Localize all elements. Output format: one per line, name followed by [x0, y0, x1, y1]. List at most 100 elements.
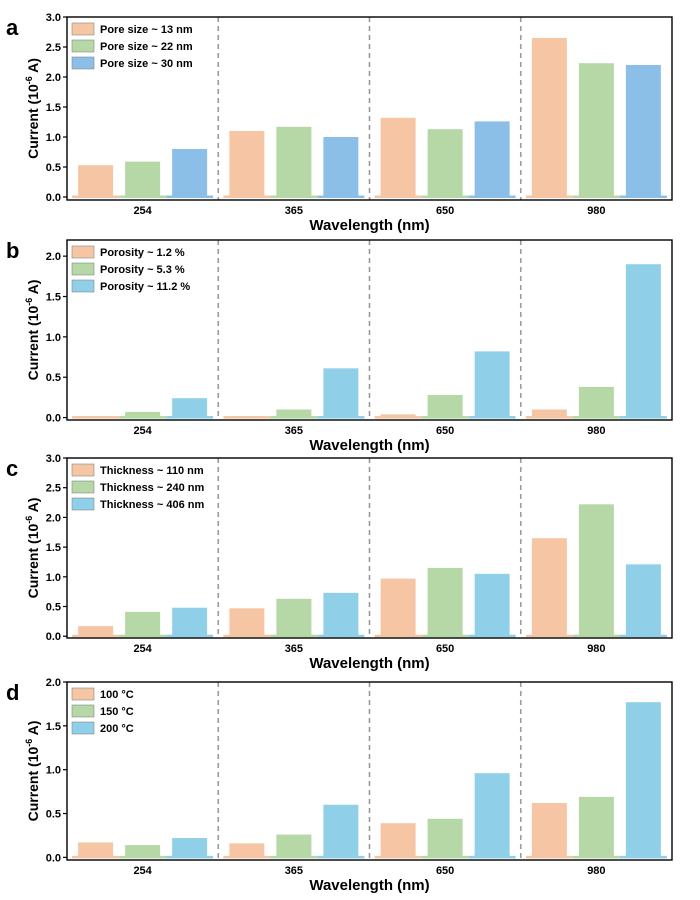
bar [276, 834, 312, 858]
bar [474, 121, 510, 197]
bar [229, 131, 265, 197]
x-tick-label: 365 [285, 425, 303, 437]
bar [125, 845, 161, 858]
bar [427, 567, 463, 637]
y-axis-label-superscript: -6 [24, 76, 34, 84]
bar [172, 398, 208, 418]
x-tick-label: 650 [436, 643, 454, 655]
legend-label: 100 °C [100, 689, 134, 701]
bar [380, 823, 416, 858]
bar [474, 351, 510, 418]
y-tick-label: 0.5 [46, 602, 61, 614]
x-tick-label: 980 [587, 205, 605, 217]
bar [578, 63, 614, 198]
y-axis-label-superscript: -6 [24, 298, 34, 306]
y-tick-label: 2.0 [46, 251, 61, 263]
bar [380, 414, 416, 418]
bar [578, 796, 614, 858]
y-tick-label: 3.0 [46, 12, 61, 24]
legend-swatch [71, 497, 95, 511]
bar [78, 416, 114, 418]
bar [380, 117, 416, 197]
bar [172, 149, 208, 197]
bar [380, 578, 416, 637]
y-axis-label-unit: A) [25, 721, 41, 739]
x-tick-label: 980 [587, 425, 605, 437]
bar [125, 611, 161, 637]
y-tick-label: 1.0 [46, 765, 61, 777]
x-axis-label: Wavelength (nm) [309, 655, 429, 672]
y-axis-label: Current (10-6 A) [24, 721, 41, 822]
bar [427, 818, 463, 858]
legend-swatch [71, 687, 95, 701]
y-tick-label: 1.5 [46, 292, 61, 304]
legend-swatch [71, 22, 95, 36]
bar [172, 607, 208, 637]
y-tick-label: 3.0 [46, 453, 61, 465]
bar [323, 137, 359, 197]
bar [531, 38, 567, 197]
x-axis-label: Wavelength (nm) [309, 217, 429, 234]
x-tick-label: 254 [133, 643, 152, 655]
panel-b: 0.0 0.5 1.0 1.5 2.0 254 365 650 980 Wavelength (n… [6, 238, 673, 454]
bar [229, 608, 265, 637]
x-tick-label: 254 [133, 205, 152, 217]
bar [427, 129, 463, 197]
y-tick-label: 0.0 [46, 413, 61, 425]
panel-letter: a [6, 15, 19, 40]
legend-label: Thickness ~ 406 nm [100, 499, 204, 511]
y-tick-label: 2.0 [46, 72, 61, 84]
y-axis-label: Current (10-6 A) [24, 498, 41, 599]
x-tick-label: 650 [436, 865, 454, 877]
y-tick-label: 0.5 [46, 162, 61, 174]
y-axis-label-unit: A) [25, 280, 41, 298]
bar [625, 702, 661, 858]
bar [474, 573, 510, 637]
x-tick-label: 980 [587, 643, 605, 655]
bar [578, 504, 614, 637]
y-tick-label: 1.0 [46, 572, 61, 584]
y-axis-label-base: Current (10 [25, 747, 41, 822]
y-tick-label: 2.5 [46, 42, 61, 54]
y-tick-label: 2.0 [46, 677, 61, 689]
bar [625, 564, 661, 637]
y-tick-label: 2.5 [46, 483, 61, 495]
y-tick-label: 0.5 [46, 809, 61, 821]
legend-swatch [71, 480, 95, 494]
bar [578, 386, 614, 418]
y-tick-label: 2.0 [46, 512, 61, 524]
bar [625, 65, 661, 197]
bar [323, 368, 359, 418]
y-tick-label: 1.0 [46, 332, 61, 344]
x-tick-label: 365 [285, 205, 303, 217]
bar [427, 394, 463, 418]
bar [276, 126, 312, 197]
legend-label: 200 °C [100, 723, 134, 735]
legend-label: 150 °C [100, 706, 134, 718]
bar [531, 538, 567, 637]
y-axis-label: Current (10-6 A) [24, 58, 41, 159]
y-tick-label: 0.0 [46, 631, 61, 643]
y-axis-label: Current (10-6 A) [24, 280, 41, 381]
y-tick-label: 0.5 [46, 372, 61, 384]
legend-label: Thickness ~ 110 nm [100, 465, 204, 477]
legend-label: Porosity ~ 11.2 % [100, 281, 190, 293]
x-tick-label: 650 [436, 205, 454, 217]
legend-swatch [71, 721, 95, 735]
bar [125, 161, 161, 197]
bar [531, 409, 567, 418]
legend-swatch [71, 39, 95, 53]
plot-frame [66, 16, 673, 201]
y-axis-label-base: Current (10 [25, 524, 41, 599]
bar [625, 264, 661, 418]
x-axis-label: Wavelength (nm) [309, 437, 429, 454]
legend-label: Pore size ~ 22 nm [100, 41, 193, 53]
y-axis-label-unit: A) [25, 498, 41, 516]
plot-frame [66, 239, 673, 421]
y-axis-label-superscript: -6 [24, 739, 34, 747]
panel-a: 0.0 0.5 1.0 1.5 2.0 2.5 3.0 254 365 650 980 Wavelen… [6, 12, 673, 234]
legend-label: Pore size ~ 13 nm [100, 24, 193, 36]
y-tick-label: 1.0 [46, 132, 61, 144]
legend-swatch [71, 262, 95, 276]
panel-d: 0.0 0.5 1.0 1.5 2.0 254 365 650 980 Wavelength (n… [6, 677, 673, 894]
